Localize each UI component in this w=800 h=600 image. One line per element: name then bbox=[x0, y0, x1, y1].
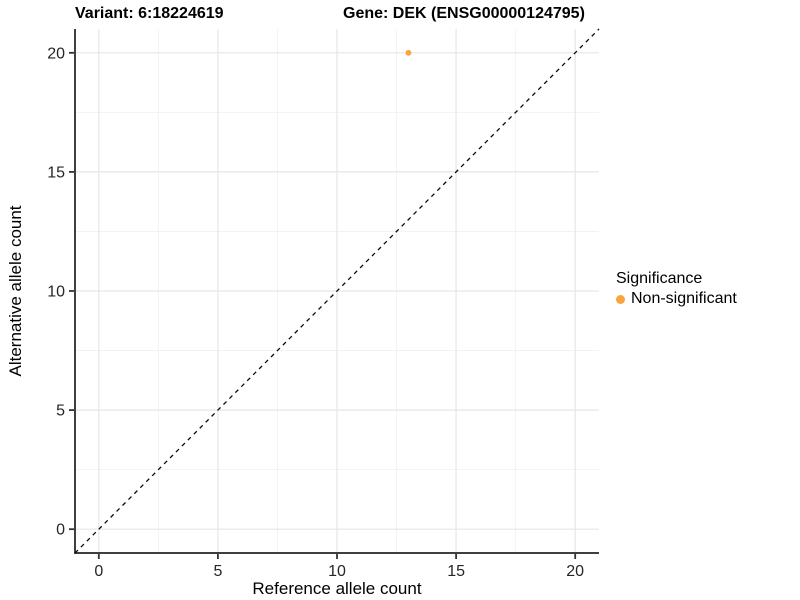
y-tick-label: 5 bbox=[56, 403, 65, 420]
legend: Significance Non-significant bbox=[616, 270, 737, 308]
x-tick-label: 0 bbox=[94, 563, 103, 580]
x-tick-label: 10 bbox=[328, 563, 346, 580]
plot-title-variant: Variant: 6:18224619 bbox=[75, 5, 224, 22]
data-point bbox=[405, 49, 412, 56]
legend-item-non-significant: Non-significant bbox=[616, 290, 737, 308]
legend-point-swatch bbox=[616, 294, 625, 304]
legend-item-label: Non-significant bbox=[631, 290, 737, 307]
plot-title-gene: Gene: DEK (ENSG00000124795) bbox=[343, 5, 585, 22]
legend-title: Significance bbox=[616, 270, 703, 287]
x-tick-label: 15 bbox=[447, 563, 465, 580]
x-tick-label: 5 bbox=[213, 563, 222, 580]
y-tick-label: 15 bbox=[47, 164, 65, 181]
y-axis-title: Alternative allele count bbox=[6, 205, 25, 376]
y-tick-label: 0 bbox=[56, 522, 65, 539]
y-tick-label: 20 bbox=[47, 45, 65, 62]
x-tick-label: 20 bbox=[566, 563, 584, 580]
identity-line bbox=[74, 28, 600, 554]
y-tick-label: 10 bbox=[47, 284, 65, 301]
x-axis-title: Reference allele count bbox=[252, 579, 421, 598]
